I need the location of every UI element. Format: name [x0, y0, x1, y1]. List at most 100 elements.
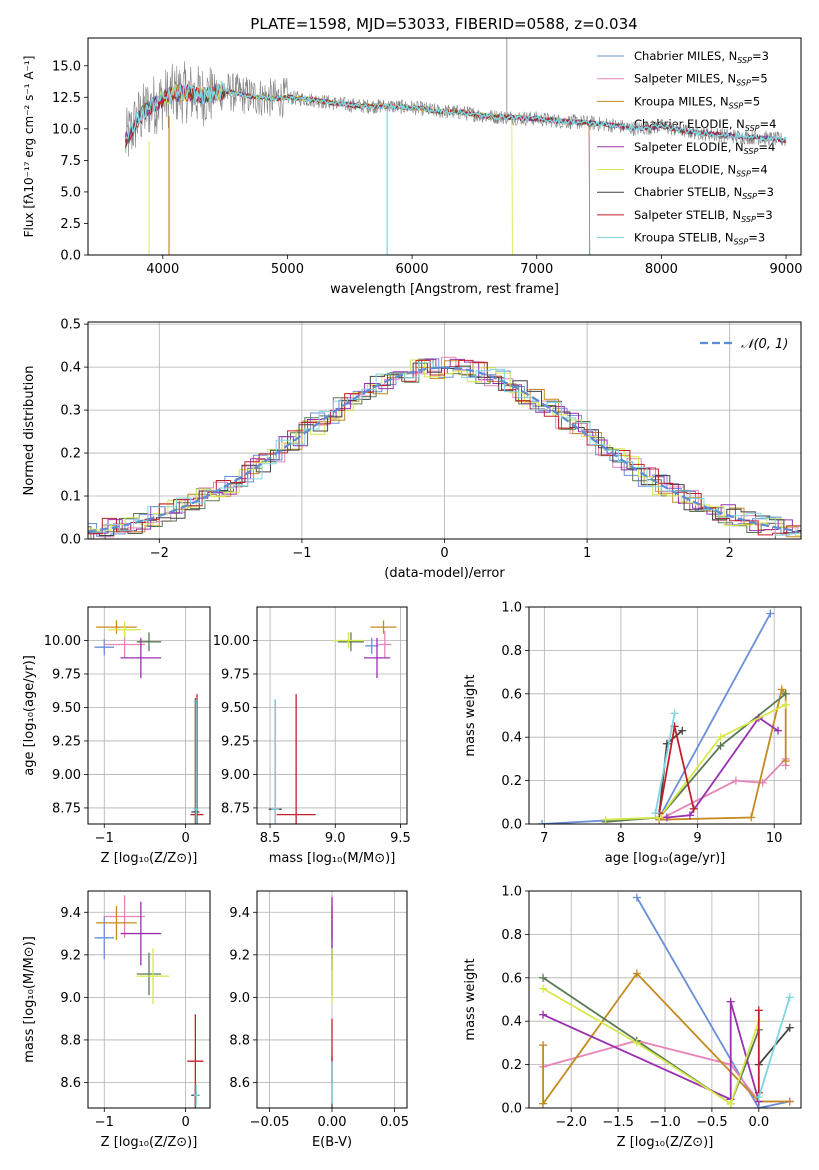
- massweight-vs-age-axes: 7 8 9 10 0.0 0.2 0.4 0.6 0.8 1.0 age [log₁₀(age/yr…: [463, 601, 801, 866]
- x-axis-label: Z [log₁₀(Z/Z⊙)]: [101, 1135, 198, 1150]
- x-tick-label: −1.0: [649, 1115, 681, 1130]
- mass-weight-line: [605, 703, 787, 821]
- mass-weight-line: [541, 613, 772, 824]
- massweight-vs-z-frame: [528, 890, 802, 1109]
- y-tick-label: 9.50: [52, 701, 81, 716]
- mass-weight-line: [636, 897, 790, 1108]
- x-tick-label: −1: [95, 831, 114, 846]
- y-tick-label: 9.25: [52, 734, 81, 749]
- x-axis-label: Z [log₁₀(Z/Z⊙)]: [101, 851, 198, 866]
- age-vs-z-axes: −1 0 8.75 9.00 9.25 9.50 9.75 10.00 Z [log₁₀(Z/Z…: [22, 607, 210, 866]
- x-tick-label: 8: [617, 831, 625, 846]
- y-tick-label: 7.5: [60, 154, 81, 169]
- y-tick-label: 2.5: [60, 217, 81, 232]
- x-tick-label: −0.5: [696, 1115, 728, 1130]
- massweight-vs-age-frame: [528, 606, 802, 825]
- legend-label: Kroupa ELODIE, NSSP=4: [634, 163, 768, 179]
- x-tick-label: 5000: [271, 262, 304, 277]
- x-tick-label: 9: [693, 831, 701, 846]
- x-tick-label: −0.05: [250, 1115, 290, 1130]
- x-tick-label: 9000: [769, 262, 802, 277]
- y-tick-label: 8.75: [221, 801, 250, 816]
- x-axis-label: wavelength [Angstrom, rest frame]: [330, 282, 559, 297]
- massweight-vs-z-axes: −2.0 −1.5 −1.0 −0.5 0.0 0.0 0.2 0.4 0.6 0.8 1.0 Z […: [463, 885, 801, 1150]
- y-axis-label: age [log₁₀(age/yr)]: [22, 655, 37, 776]
- spectrum-legend: Chabrier MILES, NSSP=3 Salpeter MILES, NS…: [597, 49, 776, 247]
- y-tick-label: 9.4: [229, 906, 250, 921]
- x-tick-label: 0: [181, 831, 189, 846]
- model-spectrum-line: [125, 84, 591, 255]
- x-tick-label: 1: [583, 546, 591, 561]
- y-tick-label: 1.0: [501, 885, 522, 900]
- y-tick-label: 9.2: [229, 948, 250, 963]
- y-tick-label: 10.0: [52, 122, 81, 137]
- massweight-vs-age-marks: [538, 609, 790, 824]
- x-tick-label: 6000: [396, 262, 429, 277]
- mass-vs-z-axes: −1 0 8.6 8.8 9.0 9.2 9.4 Z [log₁₀(Z/Z⊙)] mass [l…: [22, 891, 210, 1150]
- x-axis-label: mass [log₁₀(M/M⊙)]: [269, 851, 396, 866]
- y-tick-label: 9.75: [221, 667, 250, 682]
- y-tick-label: 0.5: [60, 318, 81, 333]
- x-tick-label: 0: [181, 1115, 189, 1130]
- x-axis-label: (data-model)/error: [384, 566, 505, 581]
- age-vs-mass-axes: 8.5 9.0 9.5 8.75 9.00 9.25 9.50 9.75 10.00 mass […: [213, 607, 411, 866]
- y-tick-label: 9.4: [60, 906, 81, 921]
- x-tick-label: 0.05: [380, 1115, 409, 1130]
- legend-label: Chabrier STELIB, NSSP=3: [634, 185, 774, 201]
- y-tick-label: 0.2: [501, 774, 522, 789]
- legend-label: Salpeter ELODIE, NSSP=4: [634, 140, 775, 156]
- y-tick-label: 9.0: [229, 991, 250, 1006]
- spectrum-marks: [125, 38, 787, 255]
- legend-label: Salpeter MILES, NSSP=5: [634, 72, 768, 88]
- x-tick-label: 8000: [645, 262, 678, 277]
- y-tick-label: 0.1: [60, 490, 81, 505]
- y-tick-label: 0.4: [501, 1015, 522, 1030]
- y-axis-label: mass weight: [463, 958, 478, 1040]
- spectrum-frame: [87, 37, 802, 256]
- x-tick-label: −2.0: [555, 1115, 587, 1130]
- x-axis-label: age [log₁₀(age/yr)]: [605, 851, 726, 866]
- mass-vs-ebv-frame: [256, 890, 408, 1109]
- mass-weight-line: [666, 716, 779, 819]
- y-tick-label: 0.2: [60, 447, 81, 462]
- y-tick-label: 0.0: [60, 533, 81, 548]
- age-vs-z-marks: [94, 620, 204, 824]
- y-tick-label: 10.00: [213, 634, 250, 649]
- y-tick-label: 0.8: [501, 928, 522, 943]
- model-spectrum-line: [125, 83, 591, 255]
- y-tick-label: 0.6: [501, 971, 522, 986]
- y-tick-label: 8.75: [52, 801, 81, 816]
- y-axis-label: mass weight: [463, 674, 478, 756]
- mass-weight-line: [757, 997, 791, 1098]
- x-tick-label: −1.5: [602, 1115, 634, 1130]
- y-tick-label: 12.5: [52, 91, 81, 106]
- residuals-marks: [88, 356, 801, 539]
- y-tick-label: 8.8: [60, 1033, 81, 1048]
- x-tick-label: 7000: [520, 262, 553, 277]
- y-tick-label: 0.0: [60, 249, 81, 264]
- y-tick-label: 9.00: [52, 768, 81, 783]
- normal-curve: [88, 366, 799, 533]
- x-tick-label: 7: [540, 831, 548, 846]
- y-tick-label: 0.0: [501, 818, 522, 833]
- y-tick-label: 0.8: [501, 644, 522, 659]
- x-tick-label: −1: [292, 546, 311, 561]
- residual-histogram: [88, 359, 801, 537]
- legend-label: Salpeter STELIB, NSSP=3: [634, 208, 773, 224]
- y-tick-label: 8.6: [60, 1076, 81, 1091]
- normal-legend-label: 𝒩(0, 1): [741, 337, 788, 352]
- mass-weight-line: [542, 987, 760, 1106]
- x-tick-label: −2: [150, 546, 169, 561]
- x-tick-label: 4000: [146, 262, 179, 277]
- model-spectrum-line: [168, 83, 591, 255]
- mass-weight-line: [542, 977, 760, 1106]
- mass-weight-line: [654, 713, 676, 814]
- y-tick-label: 0.2: [501, 1058, 522, 1073]
- y-tick-label: 1.0: [501, 601, 522, 616]
- legend-label: Kroupa STELIB, NSSP=3: [634, 231, 765, 247]
- y-axis-label: Flux [fλ10⁻¹⁷ erg cm⁻² s⁻¹ A⁻¹]: [22, 56, 36, 238]
- age-vs-z-frame: [87, 606, 211, 825]
- y-tick-label: 10.00: [44, 634, 81, 649]
- x-axis-label: Z [log₁₀(Z/Z⊙)]: [617, 1135, 714, 1150]
